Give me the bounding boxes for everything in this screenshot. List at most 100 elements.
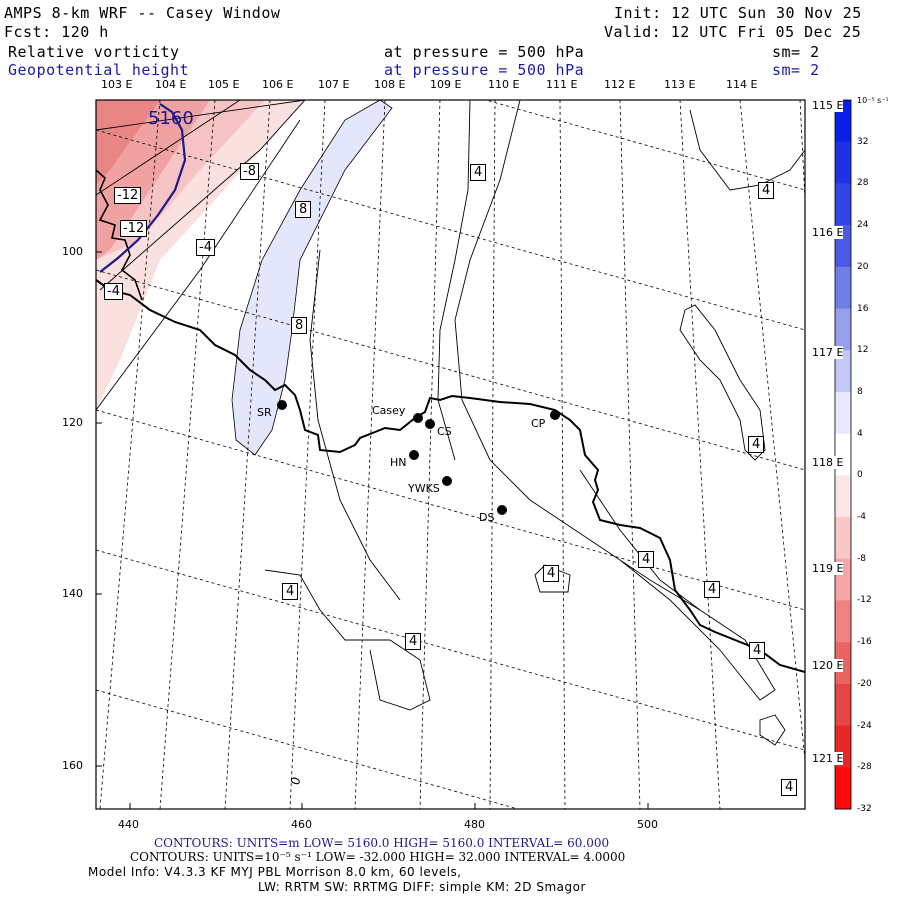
y-tick-160: 160 — [62, 759, 83, 772]
colorbar-segment — [835, 517, 851, 560]
colorbar-level-label: 12 — [857, 345, 869, 356]
vorticity-label: 4 — [781, 779, 798, 796]
lon-label: 116 E — [812, 226, 844, 239]
colorbar-segment — [835, 266, 851, 310]
y-tick-140: 140 — [62, 587, 83, 600]
colorbar-level-label: -28 — [857, 762, 872, 773]
station-label-cp: CP — [531, 417, 546, 430]
lon-label: 118 E — [812, 456, 844, 469]
graticule — [96, 100, 805, 809]
field1-smoothing: sm= 2 — [772, 43, 820, 61]
lon-label: 115 E — [812, 99, 844, 112]
colorbar-level-label: 32 — [857, 136, 869, 147]
colorbar-level-label: -8 — [857, 553, 866, 564]
vorticity-label: 4 — [638, 551, 655, 568]
vorticity-label: 4 — [758, 182, 775, 199]
field1-level: at pressure = 500 hPa — [384, 43, 585, 61]
lon-label: 121 E — [812, 752, 844, 765]
x-tick-500: 500 — [637, 818, 658, 831]
lon-label: 104 E — [155, 78, 187, 91]
colorbar-level-label: -16 — [857, 637, 872, 648]
vorticity-label: 4 — [470, 164, 487, 181]
colorbar-segment — [835, 600, 851, 643]
colorbar-segment — [835, 183, 851, 226]
field1-name: Relative vorticity — [8, 43, 180, 61]
vorticity-label: 4 — [704, 581, 721, 598]
vorticity-label: -4 — [104, 283, 123, 300]
station-markers — [277, 400, 560, 515]
lon-label: 103 E — [101, 78, 133, 91]
axis-ticks — [96, 251, 649, 809]
x-tick-460: 460 — [291, 818, 312, 831]
station-label-cs: CS — [437, 425, 452, 438]
lon-label: 119 E — [812, 562, 844, 575]
coastline — [96, 279, 805, 673]
station-marker-ywks — [442, 476, 452, 486]
lon-label: 110 E — [488, 78, 520, 91]
vorticity-label: 4 — [748, 436, 765, 453]
lon-label: 108 E — [374, 78, 406, 91]
station-label-casey: Casey — [372, 404, 406, 417]
coastline-west — [96, 169, 143, 301]
shade-pos8 — [231, 100, 393, 456]
vorticity-label: 4 — [282, 583, 299, 600]
forecast-hour: Fcst: 120 h — [4, 23, 109, 41]
vorticity-label: 4 — [405, 633, 422, 650]
valid-time: Valid: 12 UTC Fri 05 Dec 25 — [604, 23, 862, 41]
lon-label: 120 E — [812, 659, 844, 672]
field2-smoothing: sm= 2 — [772, 61, 820, 79]
y-tick-120: 120 — [62, 416, 83, 429]
colorbar-level-label: 28 — [857, 178, 869, 189]
colorbar-level-label: -24 — [857, 720, 872, 731]
colorbar-segment — [835, 391, 851, 435]
colorbar-segment — [835, 141, 851, 184]
station-label-ds: DS — [479, 511, 495, 524]
vorticity-contours — [96, 100, 805, 746]
shade-neg12-core — [96, 100, 160, 185]
colorbar-level-label: 24 — [857, 220, 869, 231]
colorbar-segment — [835, 308, 851, 351]
station-marker-cp — [550, 410, 560, 420]
colorbar-level-label: 20 — [857, 261, 869, 272]
station-marker-casey — [413, 413, 423, 423]
lon-label: 117 E — [812, 346, 844, 359]
lon-label: 113 E — [664, 78, 696, 91]
colorbar — [835, 100, 851, 810]
height-contour-label: 5160 — [148, 108, 194, 129]
station-marker-sr — [277, 400, 287, 410]
colorbar-level-label: -20 — [857, 678, 872, 689]
lon-label: 106 E — [262, 78, 294, 91]
station-label-hn: HN — [390, 456, 407, 469]
vorticity-label: -8 — [240, 163, 259, 180]
lon-label: 109 E — [430, 78, 462, 91]
footer-model-info: Model Info: V4.3.3 KF MYJ PBL Morrison 8… — [88, 865, 462, 879]
y-tick-100: 100 — [62, 245, 83, 258]
vorticity-label: 8 — [291, 317, 308, 334]
colorbar-level-label: 16 — [857, 303, 869, 314]
plot-area — [96, 100, 805, 809]
colorbar-segment — [835, 350, 851, 393]
vorticity-label: 4 — [543, 565, 560, 582]
colorbar-segment — [835, 683, 851, 727]
vorticity-label: 8 — [295, 201, 312, 218]
vorticity-label: -12 — [114, 187, 142, 204]
colorbar-level-label: 4 — [857, 428, 863, 439]
station-label-ywks: YWKS — [408, 482, 440, 495]
colorbar-level-label: -32 — [857, 804, 872, 814]
station-marker-cs — [425, 419, 435, 429]
vorticity-label: 4 — [749, 642, 766, 659]
colorbar-units: 10⁻⁵ s⁻¹ — [857, 96, 889, 105]
colorbar-segment — [835, 475, 851, 518]
height-contour-5160 — [99, 103, 187, 273]
x-tick-440: 440 — [118, 818, 139, 831]
station-label-sr: SR — [257, 406, 272, 419]
init-time: Init: 12 UTC Sun 30 Nov 25 — [614, 4, 862, 22]
station-marker-hn — [409, 450, 419, 460]
footer-vorticity-contours: CONTOURS: UNITS=10⁻⁵ s⁻¹ LOW= -32.000 HI… — [130, 850, 626, 864]
colorbar-segment — [835, 767, 851, 810]
lon-label: 112 E — [604, 78, 636, 91]
field2-name: Geopotential height — [8, 61, 190, 79]
vorticity-label: -12 — [120, 220, 148, 237]
lon-label: 114 E — [726, 78, 758, 91]
